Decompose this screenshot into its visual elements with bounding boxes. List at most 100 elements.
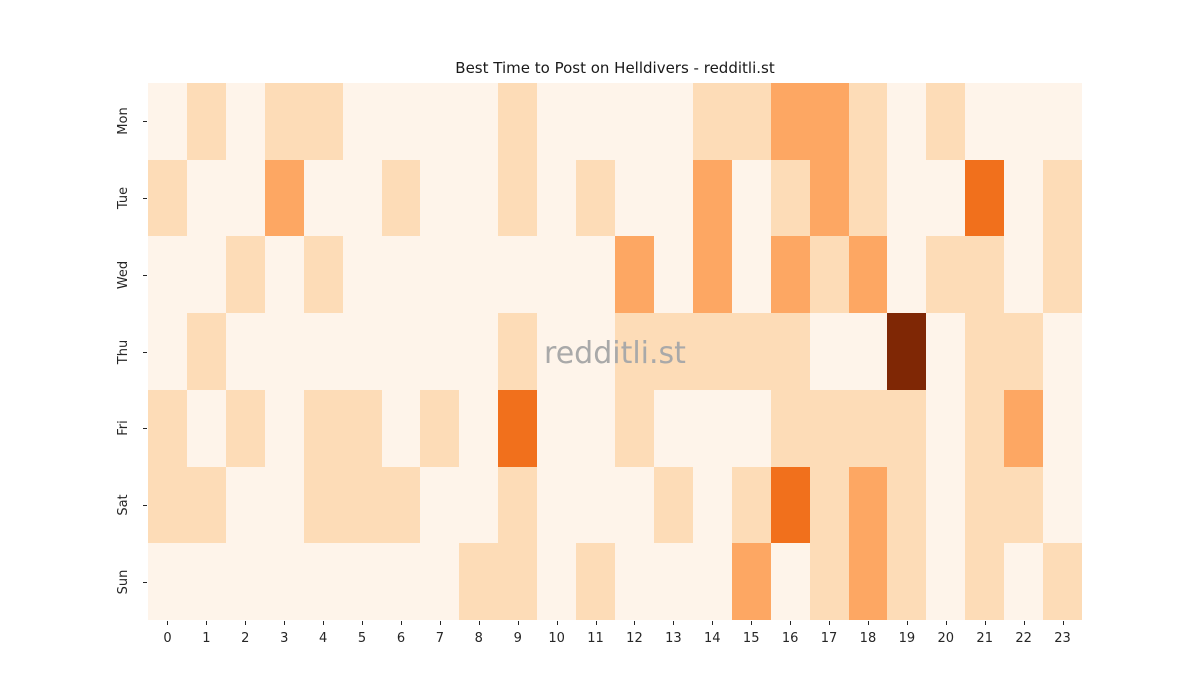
- heatmap-cell: [1043, 389, 1082, 467]
- heatmap-cell: [148, 83, 187, 160]
- heatmap-cell: [264, 466, 304, 544]
- heatmap-cell: [809, 83, 849, 160]
- heatmap-cell: [1043, 83, 1082, 160]
- heatmap-cell: [926, 159, 966, 237]
- heatmap-cell: [381, 159, 421, 237]
- heatmap-cell: [848, 466, 888, 544]
- heatmap-cell: [926, 466, 966, 544]
- heatmap-cell: [342, 236, 382, 314]
- heatmap-cell: [770, 313, 810, 390]
- heatmap-cell: [225, 83, 265, 160]
- heatmap-cell: [498, 236, 538, 314]
- x-tick-label: 3: [280, 631, 289, 646]
- x-tick-mark: [673, 621, 675, 625]
- heatmap-cell: [615, 389, 654, 467]
- heatmap-cell: [420, 159, 460, 237]
- y-tick-label: Thu: [116, 339, 131, 364]
- heatmap-cell: [264, 159, 304, 237]
- heatmap-cell: [731, 236, 771, 314]
- heatmap-cell: [537, 313, 577, 390]
- x-tick-mark: [790, 621, 792, 625]
- x-tick-mark: [284, 621, 286, 625]
- heatmap-cell: [615, 83, 654, 160]
- heatmap-cell: [1004, 543, 1044, 620]
- heatmap-cell: [692, 543, 732, 620]
- heatmap-cell: [148, 236, 187, 314]
- x-tick-label: 16: [781, 631, 799, 646]
- heatmap-cell: [615, 466, 654, 544]
- heatmap-cell: [848, 543, 888, 620]
- heatmap-cell: [537, 83, 577, 160]
- heatmap-cell: [653, 83, 693, 160]
- heatmap-cell: [887, 313, 927, 390]
- heatmap-cell: [459, 159, 499, 237]
- heatmap-cell: [809, 543, 849, 620]
- heatmap-cell: [1004, 236, 1044, 314]
- heatmap-cell: [809, 236, 849, 314]
- heatmap-cell: [887, 159, 927, 237]
- heatmap-cell: [303, 543, 343, 620]
- x-tick-label: 4: [318, 631, 328, 646]
- x-tick-mark: [323, 621, 325, 625]
- heatmap-cell: [225, 313, 265, 390]
- heatmap-cell: [381, 389, 421, 467]
- x-tick-label: 15: [742, 631, 760, 646]
- heatmap-cell: [887, 543, 927, 620]
- heatmap-cell: [615, 543, 654, 620]
- heatmap-cell: [264, 313, 304, 390]
- heatmap-cell: [965, 313, 1005, 390]
- x-tick-label: 10: [548, 631, 565, 646]
- chart-title: Best Time to Post on Helldivers - reddit…: [455, 59, 775, 77]
- y-tick-mark: [143, 428, 147, 430]
- heatmap-cell: [498, 543, 538, 620]
- heatmap-cell: [498, 83, 538, 160]
- heatmap-cell: [653, 389, 693, 467]
- y-tick-mark: [143, 351, 147, 353]
- heatmap-cell: [576, 466, 615, 544]
- x-tick-mark: [751, 621, 753, 625]
- heatmap-cell: [653, 543, 693, 620]
- x-tick-label: 23: [1054, 631, 1071, 646]
- heatmap-cell: [537, 236, 577, 314]
- heatmap-cell: [1004, 159, 1044, 237]
- heatmap-cell: [770, 466, 810, 544]
- y-tick-label: Mon: [116, 107, 131, 136]
- heatmap-cell: [186, 466, 226, 544]
- heatmap-cell: [420, 236, 460, 314]
- heatmap-cell: [264, 83, 304, 160]
- x-tick-mark: [400, 621, 402, 625]
- heatmap-cell: [887, 83, 927, 160]
- x-tick-label: 18: [859, 631, 877, 646]
- heatmap-cell: [848, 313, 888, 390]
- heatmap-cell: [615, 159, 654, 237]
- heatmap-cell: [264, 543, 304, 620]
- heatmap-cell: [770, 236, 810, 314]
- heatmap-cell: [576, 313, 615, 390]
- heatmap-cell: [576, 236, 615, 314]
- x-tick-mark: [1023, 621, 1025, 625]
- x-tick-label: 5: [357, 631, 367, 646]
- x-tick-mark: [478, 621, 480, 625]
- heatmap-cell: [303, 236, 343, 314]
- heatmap-cell: [498, 389, 538, 467]
- x-tick-mark: [167, 621, 169, 625]
- heatmap-cell: [225, 543, 265, 620]
- heatmap-cell: [225, 466, 265, 544]
- heatmap-cell: [615, 313, 654, 390]
- heatmap-cell: [420, 83, 460, 160]
- heatmap-cell: [303, 466, 343, 544]
- heatmap-cell: [148, 159, 187, 237]
- x-tick-mark: [984, 621, 986, 625]
- heatmap-cell: [731, 159, 771, 237]
- heatmap-cell: [148, 466, 187, 544]
- heatmap-cell: [692, 313, 732, 390]
- heatmap-cell: [148, 313, 187, 390]
- heatmap-cell: [1004, 83, 1044, 160]
- heatmap-cell: [459, 313, 499, 390]
- heatmap-cell: [731, 83, 771, 160]
- heatmap-cell: [225, 236, 265, 314]
- heatmap-grid: [148, 83, 1082, 620]
- heatmap-cell: [264, 236, 304, 314]
- heatmap-cell: [459, 389, 499, 467]
- heatmap-cell: [965, 159, 1005, 237]
